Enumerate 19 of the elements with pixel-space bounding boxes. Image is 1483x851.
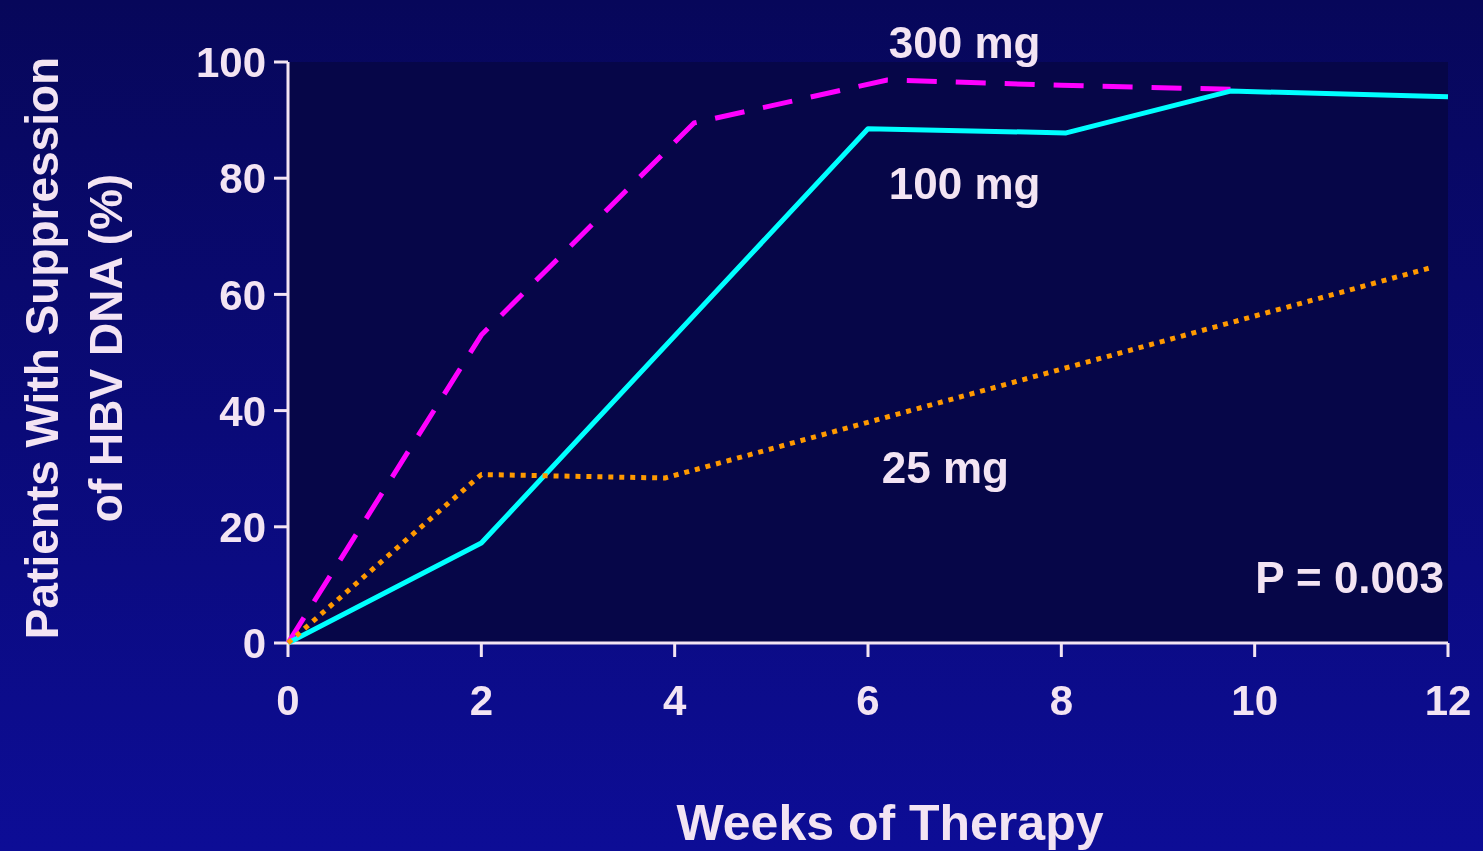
series-label: 300 mg	[888, 18, 1041, 68]
y-tick-label: 20	[219, 503, 266, 551]
series-label: 100 mg	[888, 158, 1041, 208]
x-tick-label: 8	[1049, 677, 1074, 724]
x-tick-label: 6	[856, 677, 880, 724]
x-tick-label: 12	[1424, 677, 1472, 724]
x-tick-label: 2	[469, 677, 494, 724]
x-tick-label: 4	[662, 677, 687, 724]
y-tick-label: 80	[219, 155, 266, 203]
y-tick-label: 40	[219, 387, 266, 435]
y-axis-title: Patients With Suppression of HBV DNA (%)	[16, 56, 132, 640]
y-tick-label: 0	[242, 620, 266, 668]
x-axis-title: Weeks of Therapy	[676, 795, 1104, 851]
series-label: 25 mg	[881, 443, 1009, 492]
x-tick-label: 0	[276, 677, 300, 724]
annotation: P = 0.003	[1255, 553, 1444, 602]
x-tick-label: 10	[1231, 677, 1279, 724]
y-tick-label: 60	[219, 271, 266, 319]
y-tick-label: 100	[195, 39, 266, 87]
